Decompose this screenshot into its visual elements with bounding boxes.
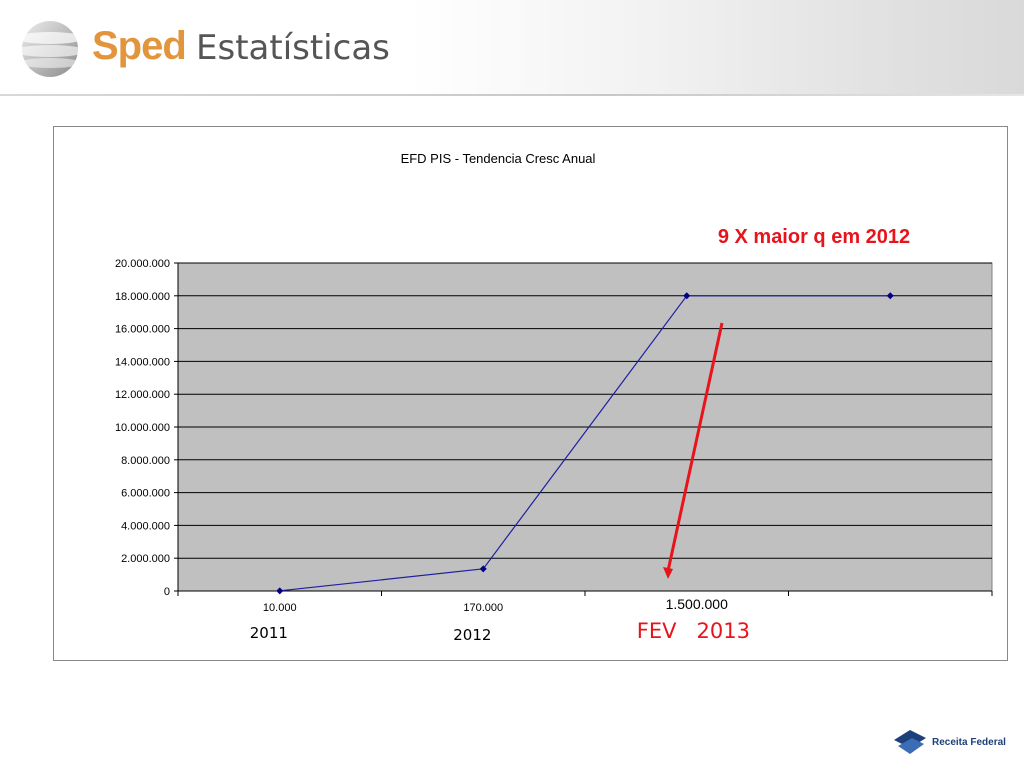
y-tick-label: 2.000.000 <box>121 553 170 565</box>
data-point <box>886 292 894 300</box>
chart-container: EFD PIS - Tendencia Cresc Anual 9 X maio… <box>53 126 1008 661</box>
series-line <box>279 295 891 592</box>
x-tick-label: 170.000 <box>463 602 503 614</box>
y-tick-label: 8.000.000 <box>121 455 170 467</box>
chart-title: EFD PIS - Tendencia Cresc Anual <box>401 151 596 166</box>
y-tick-label: 14.000.000 <box>115 356 170 368</box>
page-title: Estatísticas <box>196 28 390 68</box>
y-tick-label: 4.000.000 <box>121 520 170 532</box>
line-chart: EFD PIS - Tendencia Cresc Anual 9 X maio… <box>115 151 993 614</box>
receita-federal-logo-icon <box>894 730 926 754</box>
receita-federal-text: Receita Federal <box>932 737 1006 748</box>
data-point <box>479 565 487 573</box>
annotation-arrow-head <box>663 567 673 579</box>
y-tick-label: 12.000.000 <box>115 389 170 401</box>
year-label: 2012 <box>453 626 492 644</box>
y-tick-label: 10.000.000 <box>115 422 170 434</box>
y-tick-label: 20.000.000 <box>115 258 170 270</box>
x-tick-label: 10.000 <box>263 602 297 614</box>
y-tick-label: 6.000.000 <box>121 488 170 500</box>
header-divider <box>0 94 1024 96</box>
year-label: 2011 <box>249 624 288 642</box>
sped-globe-icon <box>14 21 86 77</box>
year-label: FEV 2013 <box>636 619 750 643</box>
y-tick-label: 0 <box>164 586 170 598</box>
header-banner: Sped Estatísticas <box>0 0 1024 96</box>
data-point <box>683 292 691 300</box>
y-tick-label: 16.000.000 <box>115 324 170 336</box>
y-tick-label: 18.000.000 <box>115 291 170 303</box>
sped-brand-text: Sped <box>92 24 187 68</box>
annotation-text: 9 X maior q em 2012 <box>718 226 910 248</box>
data-point <box>276 587 284 595</box>
x-tick-label: 1.500.000 <box>666 596 728 612</box>
annotation-arrow <box>666 322 724 572</box>
